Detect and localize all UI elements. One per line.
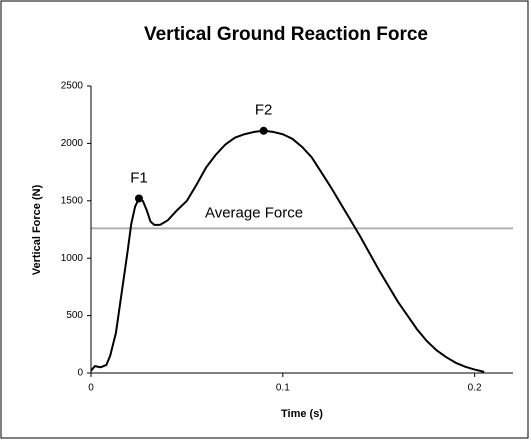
chart-title: Vertical Ground Reaction Force [144, 24, 428, 45]
y-tick-label: 0 [77, 368, 83, 379]
y-tick-label: 500 [66, 310, 83, 321]
y-tick-label: 2000 [61, 138, 84, 149]
peak-marker [134, 194, 143, 203]
peak-label: F2 [255, 102, 273, 119]
peak-label: F1 [130, 169, 148, 186]
average-label: Average Force [205, 204, 303, 221]
y-tick-label: 1500 [61, 195, 84, 206]
x-tick-label: 0 [88, 383, 94, 394]
y-axis-label: Vertical Force (N) [31, 184, 43, 275]
force-curve [90, 129, 485, 373]
x-axis-label: Time (s) [281, 408, 323, 420]
x-tick-label: 0.1 [276, 383, 290, 394]
peak-marker [259, 126, 268, 135]
x-tick-label: 0.2 [468, 383, 482, 394]
y-tick-label: 2500 [61, 81, 84, 92]
y-tick-label: 1000 [61, 253, 84, 264]
